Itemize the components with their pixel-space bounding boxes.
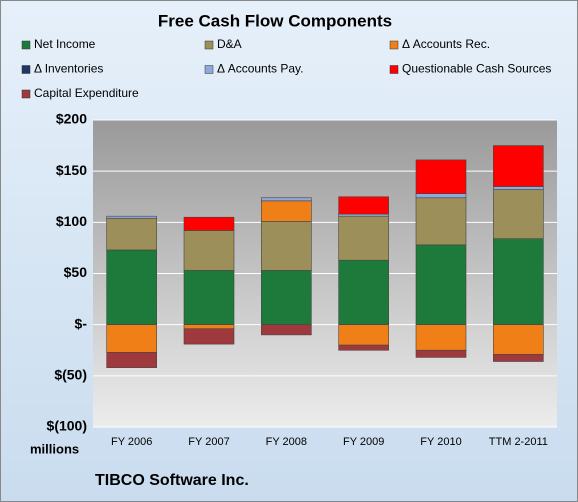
- bar-segment: [415, 197, 467, 246]
- bar-segment: [106, 324, 157, 353]
- x-tick-label: FY 2009: [343, 436, 384, 448]
- legend-label: D&A: [217, 37, 242, 51]
- bar-segment: [415, 159, 467, 194]
- bar-segment: [106, 351, 157, 368]
- legend-swatch: [21, 89, 31, 99]
- bar-segment: [261, 270, 312, 325]
- bar-segment: [261, 200, 312, 222]
- bar-segment: [493, 189, 544, 240]
- y-tick-label: $50: [64, 264, 88, 280]
- bar-segment: [261, 221, 312, 271]
- bar-segment: [493, 186, 544, 190]
- bar-segment: [183, 216, 235, 231]
- x-tick-label: FY 2007: [188, 436, 229, 448]
- legend-label: Δ Accounts Pay.: [217, 62, 304, 76]
- footer: TIBCO Software Inc.: [95, 472, 249, 489]
- legend-swatch: [204, 65, 214, 74]
- y-tick-label: $(50): [54, 367, 87, 383]
- y-axis-label: millions: [30, 441, 79, 456]
- bar-segment: [338, 324, 389, 346]
- legend-label: Δ Inventories: [34, 62, 103, 76]
- legend-swatch: [389, 40, 399, 50]
- legend-label: Δ Accounts Rec.: [402, 37, 490, 51]
- bar-segment: [261, 324, 312, 336]
- bar-segment: [338, 344, 389, 351]
- bar-segment: [183, 324, 235, 330]
- legend-label: Questionable Cash Sources: [402, 62, 551, 76]
- y-tick-label: $(100): [47, 418, 87, 434]
- bar-segment: [415, 244, 467, 325]
- x-tick-label: FY 2008: [266, 436, 307, 448]
- bar-segment: [338, 196, 389, 215]
- bar-segment: [106, 249, 157, 325]
- bar-segment: [493, 145, 544, 187]
- legend-label: Capital Expenditure: [34, 86, 139, 100]
- y-tick-label: $100: [56, 213, 87, 229]
- bar-segment: [338, 215, 389, 261]
- y-tick-label: $150: [56, 162, 87, 178]
- legend-swatch: [21, 40, 31, 50]
- bar-segment: [183, 270, 235, 325]
- bar-segment: [106, 217, 157, 251]
- bar-segment: [106, 215, 157, 219]
- bar-segment: [493, 324, 544, 355]
- bar-segment: [493, 238, 544, 325]
- chart-title: Free Cash Flow Components: [158, 11, 392, 30]
- bar-segment: [415, 324, 467, 351]
- legend-swatch: [204, 40, 214, 50]
- y-tick-label: $200: [56, 111, 87, 127]
- x-tick-label: TTM 2-2011: [489, 436, 548, 448]
- x-tick-label: FY 2010: [420, 436, 461, 448]
- bar-segment: [338, 259, 389, 325]
- bar-segment: [261, 197, 312, 202]
- legend-swatch: [389, 65, 399, 74]
- bar-segment: [493, 354, 544, 362]
- bar-segment: [415, 349, 467, 358]
- bar-segment: [183, 328, 235, 345]
- legend-swatch: [21, 65, 31, 74]
- y-tick-label: $-: [75, 315, 88, 331]
- bar-segment: [338, 213, 389, 217]
- legend-label: Net Income: [34, 37, 96, 51]
- x-tick-label: FY 2006: [111, 436, 152, 448]
- bar-segment: [415, 193, 467, 199]
- bar-segment: [183, 230, 235, 271]
